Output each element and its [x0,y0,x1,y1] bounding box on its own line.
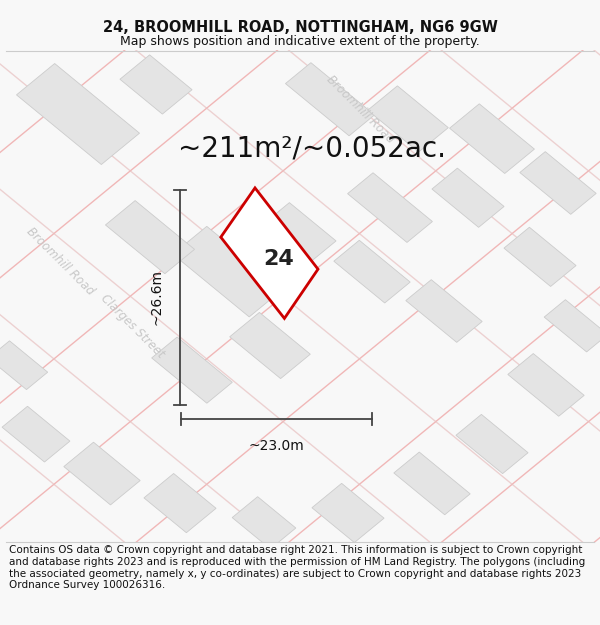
Text: ~26.6m: ~26.6m [149,269,163,326]
Polygon shape [394,452,470,515]
Polygon shape [544,299,600,352]
Polygon shape [120,55,192,114]
Polygon shape [508,354,584,416]
Polygon shape [2,406,70,462]
Polygon shape [0,341,47,389]
Polygon shape [230,312,310,379]
Polygon shape [449,104,535,174]
Polygon shape [312,483,384,542]
Text: ~211m²/~0.052ac.: ~211m²/~0.052ac. [178,134,446,162]
Text: 24, BROOMHILL ROAD, NOTTINGHAM, NG6 9GW: 24, BROOMHILL ROAD, NOTTINGHAM, NG6 9GW [103,20,497,35]
Text: ~23.0m: ~23.0m [249,439,304,454]
Polygon shape [232,497,296,549]
Text: Clarges Street: Clarges Street [98,291,166,360]
Polygon shape [334,240,410,303]
Polygon shape [152,337,232,403]
Text: Contains OS data © Crown copyright and database right 2021. This information is : Contains OS data © Crown copyright and d… [9,546,585,590]
Polygon shape [456,414,528,474]
Polygon shape [106,201,194,274]
Text: Broomhill Road: Broomhill Road [323,72,397,146]
Polygon shape [264,202,336,262]
Polygon shape [286,62,374,136]
Polygon shape [368,86,448,152]
Polygon shape [173,226,283,317]
Polygon shape [406,279,482,342]
Polygon shape [144,474,216,532]
Polygon shape [347,173,433,242]
Polygon shape [64,442,140,505]
Polygon shape [520,152,596,214]
Polygon shape [504,228,576,286]
Text: 24: 24 [263,249,295,269]
Text: Map shows position and indicative extent of the property.: Map shows position and indicative extent… [120,36,480,48]
Polygon shape [221,188,318,318]
Polygon shape [16,64,140,164]
Text: Broomhill Road: Broomhill Road [23,226,97,298]
Polygon shape [432,168,504,228]
